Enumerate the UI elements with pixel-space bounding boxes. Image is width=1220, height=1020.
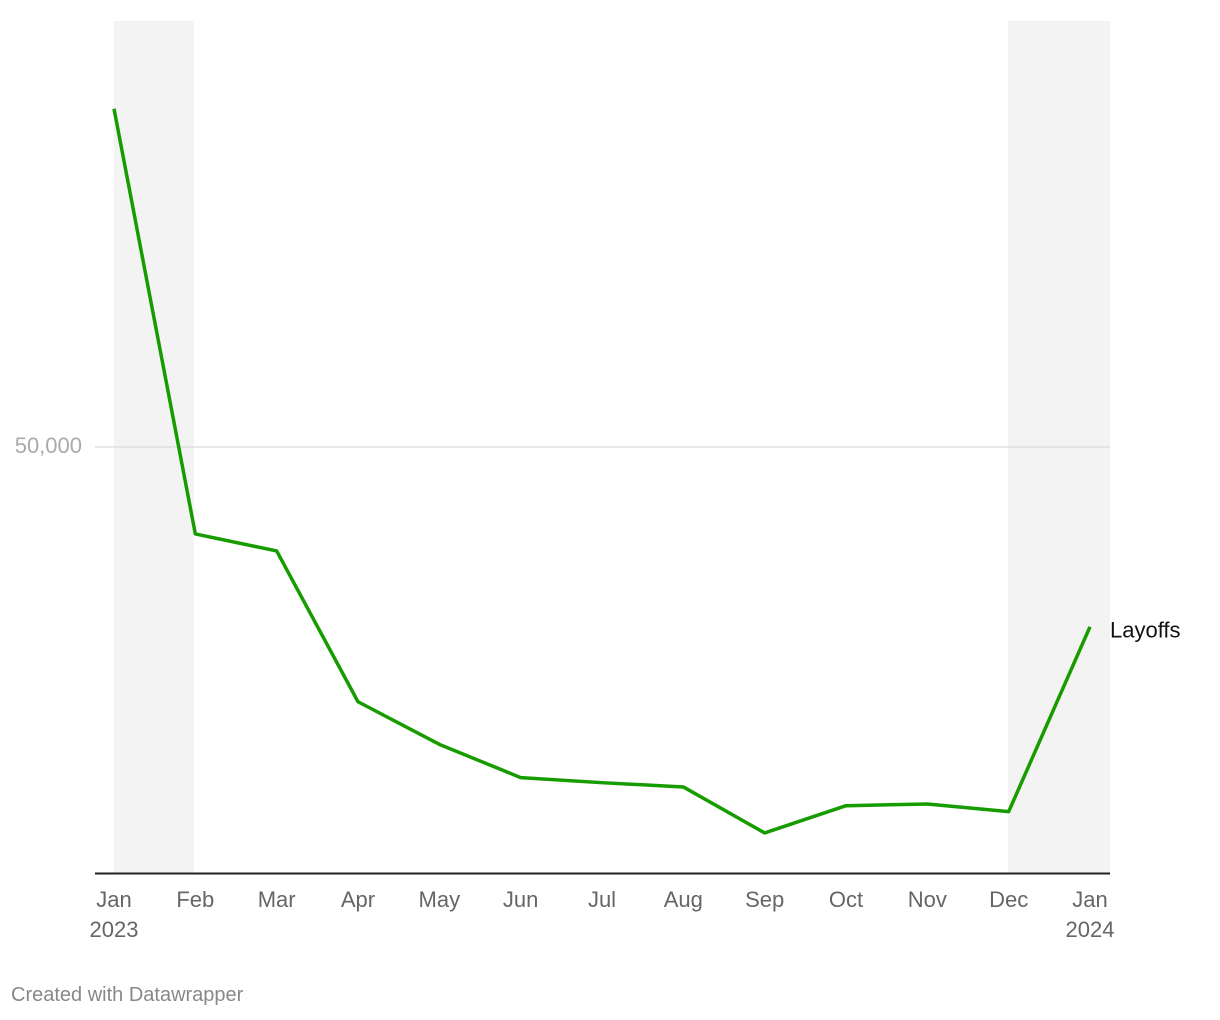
line: [112, 108, 1092, 835]
x-tick-label: Jan 2023: [89, 887, 139, 942]
x-tick-label: Aug: [663, 887, 703, 912]
x-tick-label: Feb: [176, 887, 215, 912]
x-tick-label: Dec: [989, 887, 1029, 912]
footer: Created with Datawrapper: [11, 984, 244, 1006]
x-tick-label: Jul: [587, 887, 617, 912]
x-tick-label: Nov: [907, 887, 947, 912]
x-tick-label: Sep: [745, 887, 785, 912]
series-label: Layoffs: [1110, 618, 1181, 643]
x-tick-label: May: [418, 887, 461, 912]
x-tick-label: Jan 2024: [1065, 887, 1115, 942]
x-tick-label: Jun: [502, 887, 539, 912]
y-tick-label: 50,000: [15, 433, 82, 458]
x-tick-label: Oct: [828, 887, 864, 912]
x-tick-label: Mar: [257, 887, 296, 912]
x-tick-label: Apr: [340, 887, 376, 912]
